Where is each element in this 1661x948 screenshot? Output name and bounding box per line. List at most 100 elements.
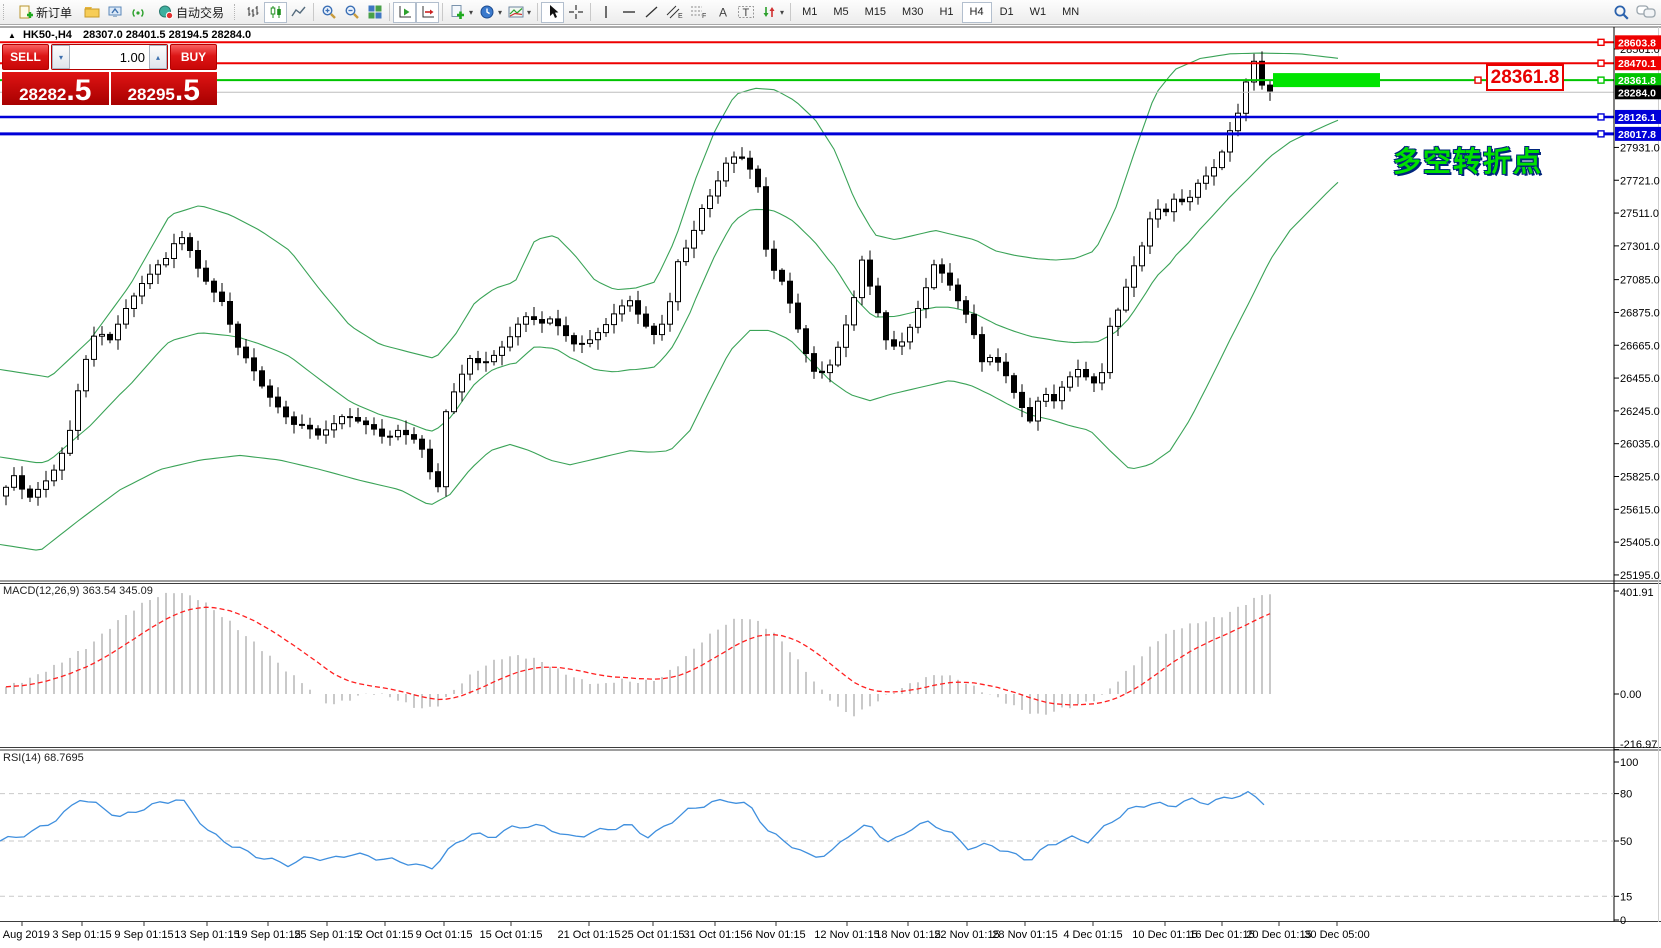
timeframe-H4[interactable]: H4 xyxy=(961,1,992,23)
auto-scroll-button[interactable] xyxy=(393,1,416,23)
equidistant-channel-button[interactable]: E xyxy=(663,2,687,23)
one-click-trading-panel: SELL ▾ ▴ BUY 28282 .5 28295 .5 xyxy=(2,44,217,105)
cursor-button[interactable] xyxy=(541,1,565,23)
new-order-icon xyxy=(19,5,33,19)
chart-shift-button[interactable] xyxy=(416,1,439,23)
candle-body xyxy=(971,313,977,336)
chart-canvas[interactable]: 28561.027931.027721.027511.027301.027085… xyxy=(0,25,1661,948)
new-order-button[interactable]: 新订单 xyxy=(10,2,80,23)
buy-price-fraction: .5 xyxy=(174,73,200,107)
indicators-button[interactable]: ▾ xyxy=(505,2,534,23)
chat-button[interactable] xyxy=(1633,2,1659,23)
timeframe-D1[interactable]: D1 xyxy=(992,2,1022,23)
trendline-button[interactable] xyxy=(640,2,663,23)
new-chart-button[interactable]: ▾ xyxy=(446,2,476,23)
fibonacci-icon: F xyxy=(691,6,706,20)
price-tag xyxy=(1615,35,1661,50)
candle-body xyxy=(347,416,353,419)
line-handle[interactable] xyxy=(1597,59,1605,67)
timeframe-M1[interactable]: M1 xyxy=(794,2,825,23)
line-handle[interactable] xyxy=(1597,76,1605,84)
time-axis-label[interactable]: 18 Nov 01:15 xyxy=(875,929,940,941)
autotrade-button[interactable]: 自动交易 xyxy=(149,2,233,23)
sell-price[interactable]: 28282 .5 xyxy=(2,72,109,105)
time-axis-label[interactable]: 20 Dec 01:15 xyxy=(1246,929,1311,941)
line-chart-button[interactable] xyxy=(287,2,310,23)
search-button[interactable] xyxy=(1610,2,1633,23)
time-axis-label[interactable]: 8 Aug 2019 xyxy=(0,929,50,941)
toolbar-separator xyxy=(313,3,314,21)
timeframe-W1[interactable]: W1 xyxy=(1022,2,1055,23)
price-level-annotation[interactable]: 28361.8 xyxy=(1486,64,1564,91)
time-axis-label[interactable]: 25 Sep 01:15 xyxy=(294,929,359,941)
time-axis-label[interactable]: 3 Sep 01:15 xyxy=(52,929,111,941)
line-handle[interactable] xyxy=(1597,130,1605,138)
time-axis-label[interactable]: 19 Sep 01:15 xyxy=(235,929,300,941)
timeframe-M15[interactable]: M15 xyxy=(857,2,894,23)
timeframe-M30[interactable]: M30 xyxy=(894,2,931,23)
time-axis-label[interactable]: 21 Oct 01:15 xyxy=(558,929,621,941)
highlight-rectangle-object[interactable] xyxy=(1273,73,1380,88)
time-axis-label[interactable]: 25 Oct 01:15 xyxy=(622,929,685,941)
candle-body xyxy=(715,180,721,197)
line-handle[interactable] xyxy=(1597,38,1605,47)
time-axis-label[interactable]: 30 Dec 05:00 xyxy=(1304,929,1369,941)
candle-body xyxy=(1203,175,1209,184)
crosshair-button[interactable] xyxy=(564,2,587,23)
candle-body xyxy=(811,353,817,372)
buy-button[interactable]: BUY xyxy=(170,44,217,70)
candlestick-chart-button[interactable] xyxy=(264,1,287,23)
timeframe-H1[interactable]: H1 xyxy=(931,2,961,23)
volume-decrease-button[interactable]: ▾ xyxy=(52,45,70,69)
toolbar-grip xyxy=(234,4,238,20)
line-handle[interactable] xyxy=(1597,113,1605,121)
signal-icon-button[interactable] xyxy=(126,2,149,23)
buy-price[interactable]: 28295 .5 xyxy=(110,72,217,107)
time-axis-label[interactable]: 2 Oct 01:15 xyxy=(357,929,414,941)
period-button[interactable]: ▾ xyxy=(476,2,505,23)
zoom-out-button[interactable] xyxy=(340,2,363,23)
text-label-button[interactable]: T xyxy=(734,2,758,23)
time-axis-label[interactable]: 31 Oct 01:15 xyxy=(684,929,747,941)
candle-body xyxy=(1107,325,1113,374)
time-axis-label[interactable]: 22 Nov 01:15 xyxy=(934,929,999,941)
folder-icon-button[interactable] xyxy=(80,2,103,23)
volume-input[interactable] xyxy=(70,45,149,69)
sell-button[interactable]: SELL xyxy=(2,44,49,70)
bar-chart-button[interactable] xyxy=(241,2,264,23)
candle-body xyxy=(475,358,481,364)
text-button[interactable]: A xyxy=(711,2,734,23)
new-chart-icon xyxy=(451,5,464,19)
chart-window[interactable]: 28561.0 27931.0 27721.0 27511.0 27301.0 27085… xyxy=(0,25,1661,948)
candle-body xyxy=(1011,375,1017,393)
time-axis-label[interactable]: 28 Nov 01:15 xyxy=(992,929,1057,941)
candle-body xyxy=(995,357,1001,363)
candle-body xyxy=(899,341,905,347)
candle-body xyxy=(1259,60,1265,86)
candle-body xyxy=(51,469,57,482)
vertical-line-button[interactable] xyxy=(594,2,617,23)
arrows-button[interactable]: ▾ xyxy=(758,2,787,23)
time-axis-label[interactable]: 15 Oct 01:15 xyxy=(480,929,543,941)
toolbar: 新订单 自动交易 xyxy=(0,0,1661,25)
tile-windows-button[interactable] xyxy=(363,2,386,23)
publish-icon-button[interactable] xyxy=(103,2,126,23)
time-axis-label[interactable]: 12 Nov 01:15 xyxy=(814,929,879,941)
time-axis-label[interactable]: 10 Dec 01:15 xyxy=(1132,929,1197,941)
time-axis-label[interactable]: 16 Dec 01:15 xyxy=(1189,929,1254,941)
time-axis-label[interactable]: 9 Oct 01:15 xyxy=(416,929,473,941)
volume-increase-button[interactable]: ▴ xyxy=(149,45,167,69)
time-axis-label[interactable]: 4 Dec 01:15 xyxy=(1063,929,1122,941)
candle-body xyxy=(11,475,17,488)
timeframe-MN[interactable]: MN xyxy=(1054,2,1087,23)
turning-point-annotation[interactable]: 多空转折点 xyxy=(1393,146,1544,177)
candle-body xyxy=(1027,407,1033,422)
timeframe-M5[interactable]: M5 xyxy=(825,2,856,23)
horizontal-line-button[interactable] xyxy=(617,2,640,23)
annotation-handle[interactable] xyxy=(1474,76,1482,84)
time-axis-label[interactable]: 9 Sep 01:15 xyxy=(114,929,173,941)
zoom-in-button[interactable] xyxy=(317,2,340,23)
time-axis-label[interactable]: 13 Sep 01:15 xyxy=(174,929,239,941)
fibonacci-button[interactable]: F xyxy=(687,2,711,23)
time-axis-label[interactable]: 6 Nov 01:15 xyxy=(746,929,805,941)
